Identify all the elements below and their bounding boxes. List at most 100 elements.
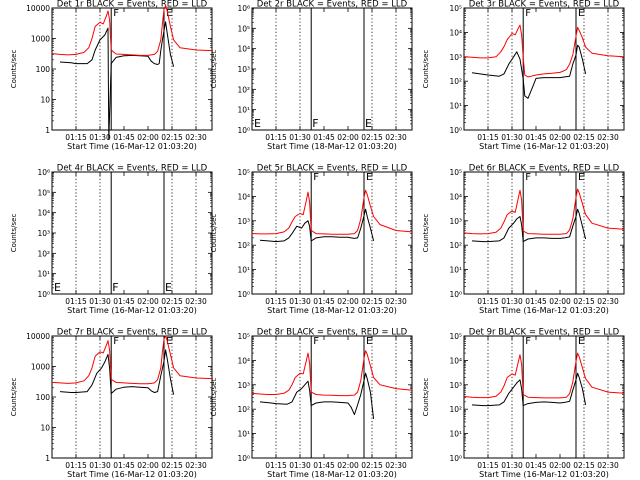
- marker-label-f: F: [525, 336, 531, 347]
- x-axis-title: Start Time (16-Mar-12 01:03:20): [67, 142, 197, 151]
- y-tick-label: 10⁵: [237, 24, 250, 33]
- marker-label-e-start: E: [254, 117, 261, 130]
- x-tick-label: 02:00: [137, 461, 159, 470]
- marker-label-f: F: [112, 281, 118, 294]
- panel-title: Det 5r BLACK = Events, RED = LLD: [257, 164, 408, 174]
- x-tick-label: 02:30: [185, 461, 207, 470]
- y-tick-label: 10¹: [449, 102, 462, 111]
- marker-label-e: E: [366, 336, 372, 347]
- x-tick-label: 01:30: [289, 297, 311, 306]
- panel-title: Det 3r BLACK = Events, RED = LLD: [469, 0, 620, 10]
- y-tick-label: 10⁴: [237, 356, 250, 365]
- y-axis-title: Counts/sec: [10, 378, 18, 417]
- marker-label-f: F: [312, 117, 318, 130]
- panel-title: Det 6r BLACK = Events, RED = LLD: [469, 164, 620, 174]
- x-tick-label: 01:30: [289, 133, 311, 142]
- series-lld-line: [51, 5, 213, 56]
- y-tick-label: 10⁵: [449, 332, 462, 341]
- y-axis-title: Counts/sec: [422, 50, 430, 89]
- y-tick-label: 10³: [449, 53, 462, 62]
- y-tick-label: 10³: [449, 217, 462, 226]
- plot-frame: [463, 335, 625, 459]
- x-tick-label: 01:45: [113, 133, 135, 142]
- x-tick-label: 02:15: [361, 133, 383, 142]
- y-tick-label: 10: [40, 424, 50, 433]
- y-tick-label: 10³: [237, 381, 250, 390]
- detector-panel-2: Det 2r BLACK = Events, RED = LLD 10⁶ 10⁵ 10…: [210, 0, 413, 151]
- y-tick-label: 10²: [449, 405, 462, 414]
- y-axis-title: Counts/sec: [210, 214, 218, 253]
- series-events-line: [259, 208, 375, 243]
- y-tick-label: 10000: [26, 332, 50, 341]
- x-tick-label: 01:30: [89, 297, 111, 306]
- marker-label-f: F: [313, 336, 319, 347]
- y-tick-label: 10⁴: [449, 192, 462, 201]
- y-tick-label: 10⁰: [449, 290, 462, 299]
- plot-frame: [251, 171, 413, 295]
- detector-panel-6: Det 6r BLACK = Events, RED = LLD 10⁵ 10⁴ 10…: [422, 164, 625, 315]
- x-tick-label: 01:15: [477, 461, 499, 470]
- x-tick-label: 02:15: [573, 133, 595, 142]
- x-tick-label: 02:00: [137, 297, 159, 306]
- detector-panel-9: Det 9r BLACK = Events, RED = LLD 10⁵ 10⁴ 10…: [422, 328, 625, 479]
- y-tick-label: 10²: [449, 241, 462, 250]
- panel-title: Det 2r BLACK = Events, RED = LLD: [257, 0, 408, 10]
- y-tick-label: 10⁶: [237, 4, 250, 13]
- x-tick-label: 02:00: [337, 461, 359, 470]
- series-events-line: [59, 21, 175, 140]
- marker-label-f: F: [113, 336, 119, 347]
- plot-frame: [51, 335, 213, 459]
- y-tick-label: 10⁰: [237, 290, 250, 299]
- detector-panel-3: Det 3r BLACK = Events, RED = LLD 10⁵ 10⁴ 10…: [422, 0, 625, 151]
- y-tick-label: 10⁴: [237, 45, 250, 54]
- marker-label-e: E: [166, 8, 172, 19]
- marker-label-e: E: [578, 172, 584, 183]
- x-axis-title: Start Time (16-Mar-12 01:03:20): [479, 470, 609, 479]
- series-events-line: [471, 372, 587, 407]
- x-tick-label: 02:30: [185, 133, 207, 142]
- series-lld-line: [251, 350, 413, 397]
- y-tick-label: 10⁵: [449, 4, 462, 13]
- marker-label-e: E: [366, 172, 372, 183]
- marker-label-e: E: [166, 336, 172, 347]
- x-tick-label: 01:30: [501, 297, 523, 306]
- series-lld-line: [463, 24, 625, 78]
- x-axis-title: Start Time (16-Mar-12 01:03:20): [479, 142, 609, 151]
- y-axis-title: Counts/sec: [10, 214, 18, 253]
- plot-frame: [463, 7, 625, 131]
- y-tick-label: 10⁰: [37, 290, 50, 299]
- y-tick-label: 10³: [237, 65, 250, 74]
- x-tick-label: 01:15: [265, 461, 287, 470]
- marker-label-f: F: [525, 8, 531, 19]
- x-tick-label: 01:15: [477, 297, 499, 306]
- y-axis-title: Counts/sec: [210, 378, 218, 417]
- series-lld-line: [251, 189, 413, 235]
- y-axis-title: Counts/sec: [10, 50, 18, 89]
- x-axis-title: Start Time (16-Mar-12 01:03:20): [479, 306, 609, 315]
- y-tick-label: 10⁵: [237, 168, 250, 177]
- y-tick-label: 10²: [449, 77, 462, 86]
- panel-title: Det 7r BLACK = Events, RED = LLD: [57, 328, 208, 338]
- y-tick-label: 10¹: [449, 430, 462, 439]
- detector-panel-7: Det 7r BLACK = Events, RED = LLD 10000 10 0…: [10, 328, 213, 479]
- x-tick-label: 01:15: [477, 133, 499, 142]
- marker-label-e: E: [578, 336, 584, 347]
- y-tick-label: 10¹: [449, 266, 462, 275]
- x-tick-label: 02:15: [573, 461, 595, 470]
- x-tick-label: 02:00: [549, 297, 571, 306]
- x-tick-label: 02:15: [161, 133, 183, 142]
- y-tick-label: 10⁰: [237, 454, 250, 463]
- series-events-line: [259, 372, 375, 419]
- y-tick-label: 10⁰: [449, 454, 462, 463]
- x-tick-label: 01:45: [113, 461, 135, 470]
- x-tick-label: 01:45: [313, 461, 335, 470]
- marker-label-f: F: [525, 172, 531, 183]
- x-tick-label: 01:30: [89, 461, 111, 470]
- y-tick-label: 10³: [37, 229, 50, 238]
- x-tick-label: 01:15: [65, 461, 87, 470]
- x-tick-label: 01:45: [313, 133, 335, 142]
- panel-title: Det 9r BLACK = Events, RED = LLD: [469, 328, 620, 338]
- panel-title: Det 1r BLACK = Events, RED = LLD: [57, 0, 208, 10]
- series-lld-line: [463, 352, 625, 399]
- x-tick-label: 02:30: [385, 297, 407, 306]
